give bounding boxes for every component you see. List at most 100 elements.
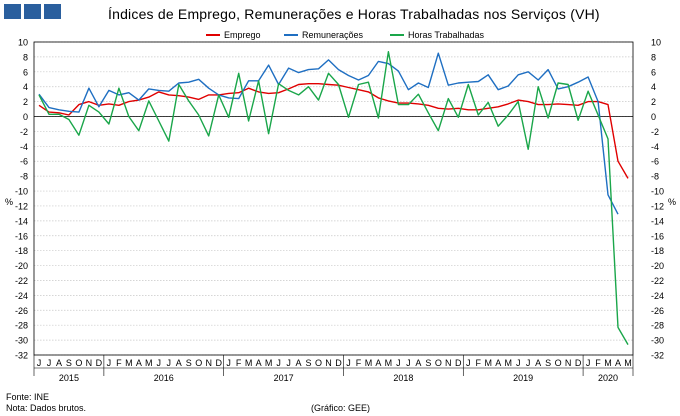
month-label: A xyxy=(375,358,381,368)
month-label: S xyxy=(425,358,431,368)
month-label: S xyxy=(545,358,551,368)
month-label: J xyxy=(586,358,591,368)
month-label: J xyxy=(276,358,281,368)
month-label: J xyxy=(406,358,411,368)
month-label: M xyxy=(125,358,133,368)
y-tick-label-right: -32 xyxy=(651,351,664,361)
month-label: F xyxy=(476,358,482,368)
logo-block xyxy=(24,4,41,19)
month-label: N xyxy=(565,358,572,368)
y-tick-label-left: -30 xyxy=(15,336,28,346)
y-tick-label-right: 4 xyxy=(651,82,656,92)
y-tick-label-right: -12 xyxy=(651,201,664,211)
month-label: M xyxy=(365,358,373,368)
month-label: A xyxy=(415,358,421,368)
chart-title: Índices de Emprego, Remunerações e Horas… xyxy=(108,6,600,22)
credit-text: (Gráfico: GEE) xyxy=(311,403,371,413)
month-label: J xyxy=(466,358,471,368)
y-tick-label-right: -22 xyxy=(651,276,664,286)
month-label: M xyxy=(265,358,273,368)
month-label: O xyxy=(195,358,202,368)
y-tick-label-left: -22 xyxy=(15,276,28,286)
y-tick-label-left: -8 xyxy=(20,172,28,182)
y-axis-label-right: % xyxy=(668,197,676,207)
legend-label: Emprego xyxy=(224,30,261,40)
month-label: D xyxy=(215,358,222,368)
y-tick-label-left: 4 xyxy=(23,82,28,92)
y-tick-label-right: 10 xyxy=(651,38,661,48)
series-line-emprego xyxy=(38,82,629,179)
y-tick-label-left: -18 xyxy=(15,246,28,256)
y-tick-label-left: -32 xyxy=(15,351,28,361)
month-label: A xyxy=(535,358,541,368)
plot-frame xyxy=(33,41,634,356)
month-label: A xyxy=(176,358,182,368)
month-label: A xyxy=(296,358,302,368)
month-label: N xyxy=(86,358,93,368)
y-tick-label-right: -2 xyxy=(651,127,659,137)
series-line-remuneracoes xyxy=(38,52,619,215)
month-label: J xyxy=(157,358,162,368)
month-label: O xyxy=(555,358,562,368)
y-tick-label-right: -4 xyxy=(651,142,659,152)
year-label: 2020 xyxy=(598,373,618,383)
logo-block xyxy=(44,4,61,19)
month-label: D xyxy=(96,358,103,368)
y-tick-label-left: 6 xyxy=(23,67,28,77)
month-label: D xyxy=(335,358,342,368)
y-tick-label-right: 2 xyxy=(651,97,656,107)
month-label: F xyxy=(356,358,362,368)
month-label: J xyxy=(47,358,52,368)
month-label: J xyxy=(396,358,401,368)
month-label: J xyxy=(37,358,42,368)
month-label: J xyxy=(107,358,112,368)
y-tick-label-right: -28 xyxy=(651,321,664,331)
month-label: F xyxy=(236,358,242,368)
y-tick-label-right: -30 xyxy=(651,336,664,346)
y-tick-label-left: -10 xyxy=(15,187,28,197)
year-label: 2016 xyxy=(154,373,174,383)
month-label: M xyxy=(245,358,253,368)
month-label: M xyxy=(385,358,393,368)
y-tick-label-right: -16 xyxy=(651,231,664,241)
month-label: A xyxy=(495,358,501,368)
y-tick-label-right: -6 xyxy=(651,157,659,167)
year-label: 2017 xyxy=(274,373,294,383)
y-tick-label-left: -28 xyxy=(15,321,28,331)
month-label: A xyxy=(56,358,62,368)
month-label: J xyxy=(226,358,231,368)
source-text: Fonte: INE xyxy=(6,392,50,402)
y-tick-label-left: -16 xyxy=(15,231,28,241)
month-label: J xyxy=(167,358,172,368)
y-tick-label-right: -18 xyxy=(651,246,664,256)
y-tick-label-right: 6 xyxy=(651,67,656,77)
y-tick-label-left: -24 xyxy=(15,291,28,301)
month-label: J xyxy=(286,358,291,368)
month-label: D xyxy=(575,358,582,368)
y-tick-label-right: -8 xyxy=(651,172,659,182)
series-line-horas-trabalhadas xyxy=(38,51,629,345)
y-tick-label-left: -6 xyxy=(20,157,28,167)
y-tick-label-left: 8 xyxy=(23,52,28,62)
month-label: M xyxy=(484,358,492,368)
month-label: D xyxy=(455,358,462,368)
y-tick-label-left: -26 xyxy=(15,306,28,316)
month-label: S xyxy=(186,358,192,368)
month-label: J xyxy=(526,358,531,368)
month-label: S xyxy=(66,358,72,368)
year-label: 2018 xyxy=(393,373,413,383)
legend-label: Remunerações xyxy=(302,30,364,40)
logo-block xyxy=(4,4,21,19)
y-tick-label-left: -4 xyxy=(20,142,28,152)
month-label: M xyxy=(504,358,512,368)
year-label: 2019 xyxy=(513,373,533,383)
y-tick-label-right: 0 xyxy=(651,112,656,122)
month-label: F xyxy=(595,358,601,368)
y-tick-label-left: -20 xyxy=(15,261,28,271)
month-label: M xyxy=(624,358,632,368)
y-tick-label-left: 10 xyxy=(18,38,28,48)
y-axis-label-left: % xyxy=(5,197,13,207)
month-label: S xyxy=(306,358,312,368)
month-label: O xyxy=(75,358,82,368)
